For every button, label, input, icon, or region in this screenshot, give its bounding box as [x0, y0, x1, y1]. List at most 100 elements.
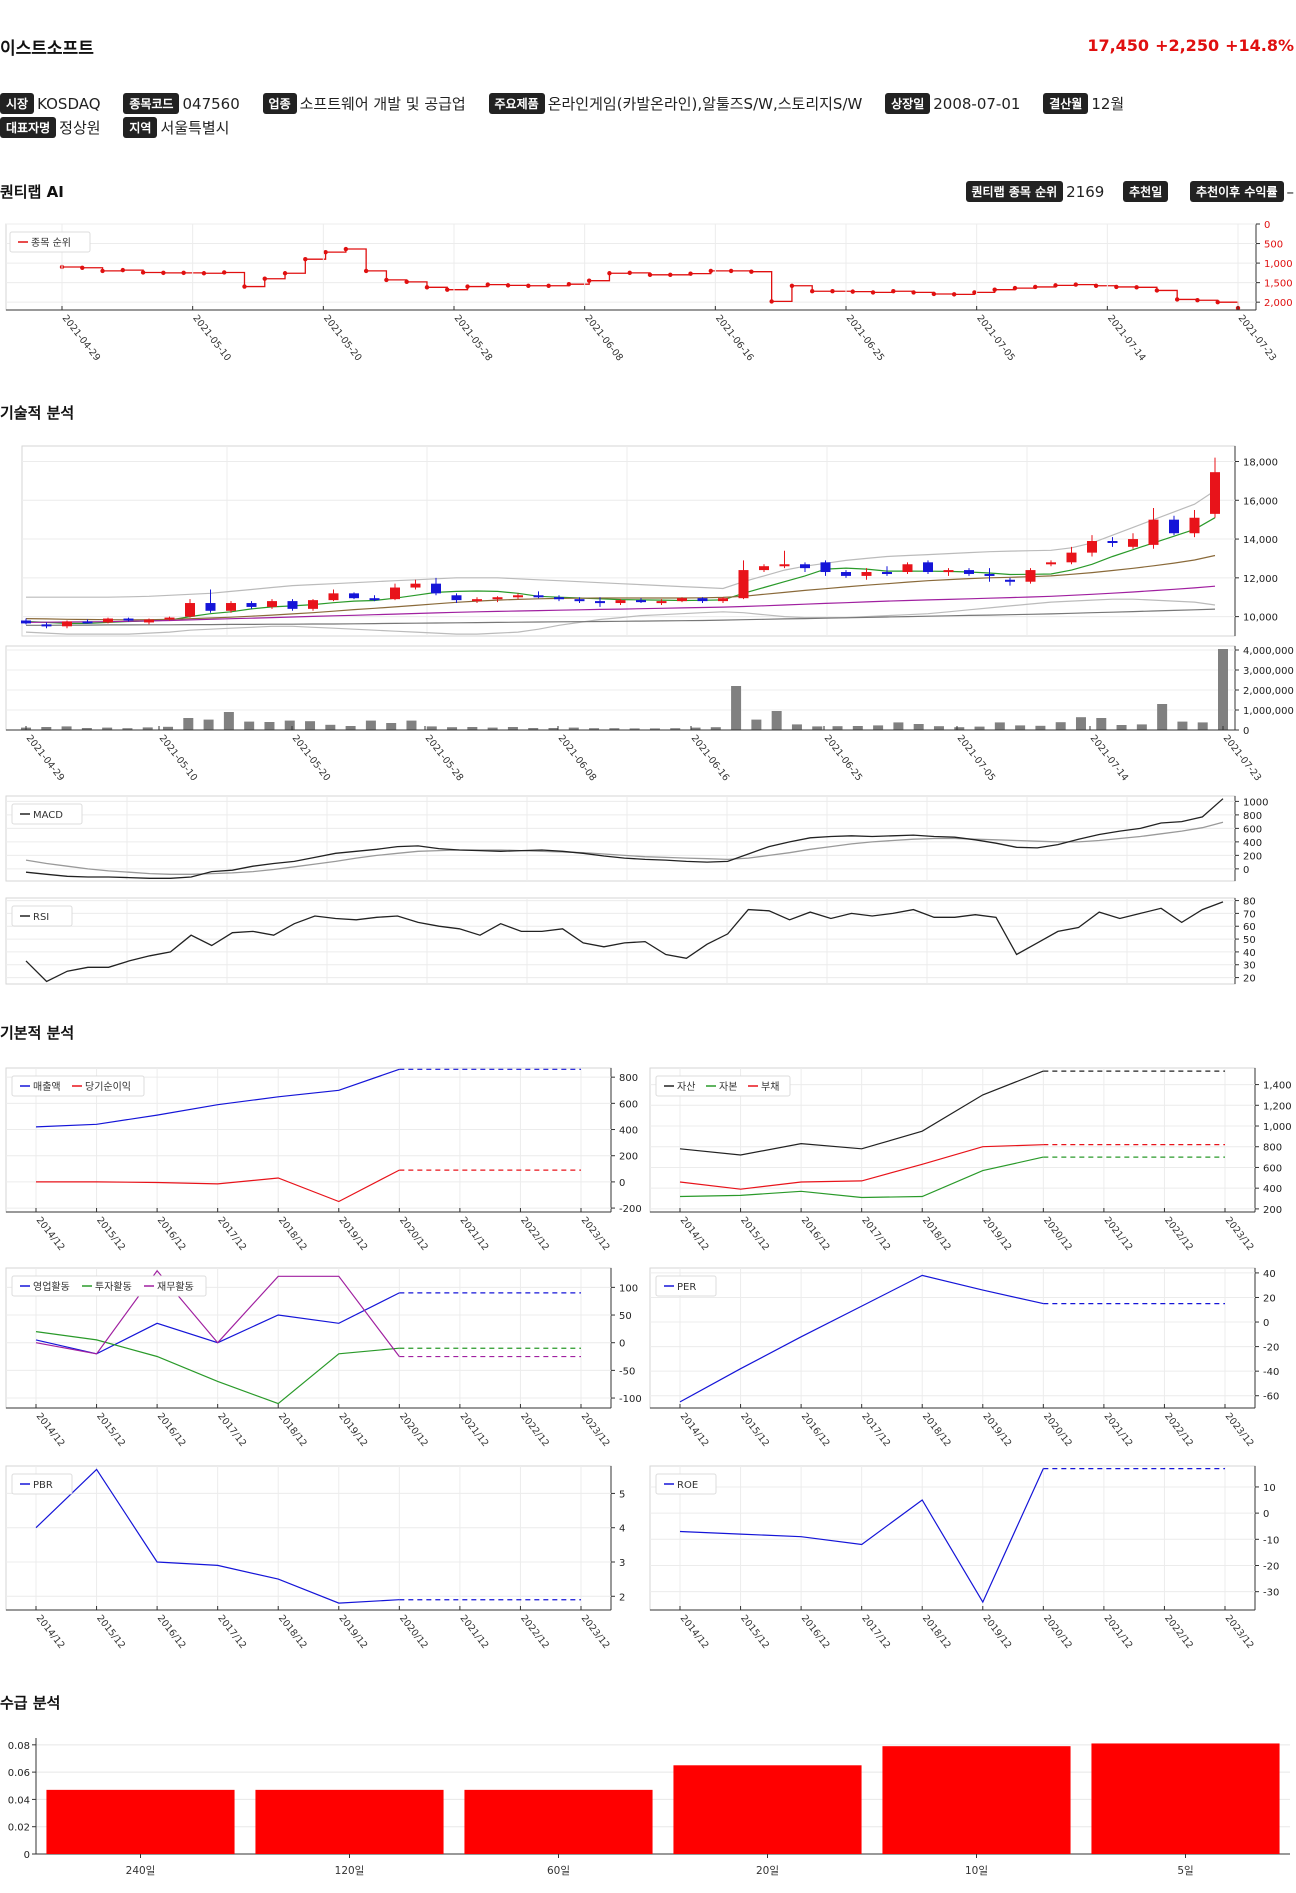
macd-signal-line	[25, 821, 1224, 875]
volume-bar	[426, 726, 437, 730]
candle-body	[779, 564, 790, 567]
rsi-ytick-label: 30	[1243, 961, 1256, 972]
fund_sales-xtick-label: 2022/12	[518, 1215, 551, 1253]
rank-point	[100, 268, 105, 274]
volume-bar	[568, 727, 579, 730]
volume-bar	[406, 720, 417, 730]
fund_assets-xtick-label: 2023/12	[1223, 1215, 1256, 1253]
rank-xtick-label: 2021-07-14	[1105, 313, 1148, 363]
rank-xtick-label: 2021-06-08	[582, 313, 625, 363]
rsi-ytick-label: 50	[1243, 935, 1256, 946]
industry-badge: 업종	[262, 93, 297, 114]
rank-xtick-label: 2021-06-25	[844, 313, 887, 363]
fund_pbr-xtick-label: 2015/12	[94, 1613, 127, 1651]
section-supply-title: 수급 분석	[0, 1694, 61, 1712]
candle-body	[533, 595, 544, 598]
fund_cash-xtick-label: 2018/12	[276, 1411, 309, 1449]
fund_assets-series-line	[679, 1144, 1044, 1190]
rank-point	[323, 249, 328, 255]
rank-point	[749, 269, 754, 274]
fund_roe-legend-label: ROE	[677, 1480, 698, 1491]
fund_cash-legend	[11, 1275, 207, 1297]
rank-point	[1174, 297, 1180, 302]
rank-point	[870, 290, 876, 295]
candle-body	[21, 620, 31, 624]
rank-point	[303, 256, 308, 262]
volume-bar	[873, 725, 884, 730]
supply-xtick-label: 5일	[1177, 1864, 1193, 1877]
region-badge: 지역	[123, 117, 158, 138]
rank-point	[485, 282, 490, 287]
fiscal-value: 12월	[1091, 95, 1125, 113]
fund_roe-ytick-label: 0	[1263, 1509, 1269, 1520]
fund_roe-xtick-label: 2014/12	[678, 1613, 711, 1651]
volume-plot-area	[5, 645, 1236, 731]
supply-bar	[255, 1789, 444, 1854]
fund_assets-xtick-label: 2016/12	[799, 1215, 832, 1253]
rank-point	[850, 289, 855, 294]
rank-point	[526, 283, 531, 288]
macd-ytick-label: 600	[1243, 824, 1262, 835]
ma120-line	[26, 608, 1216, 626]
rank-point	[161, 270, 166, 276]
fund_cash-series-line	[35, 1269, 400, 1357]
candle-body	[1005, 579, 1015, 582]
fund_per-xtick-label: 2014/12	[678, 1411, 711, 1449]
supply-bar	[882, 1746, 1071, 1854]
rank-point	[992, 287, 997, 292]
price-block: 17,450 +2,250 +14.8%	[1081, 36, 1294, 55]
products-badge: 주요제품	[488, 93, 545, 114]
candle-body	[1210, 472, 1220, 514]
candle-body	[1046, 562, 1056, 565]
rank-point	[343, 246, 349, 252]
fund_cash-xtick-label: 2014/12	[34, 1411, 67, 1449]
candle-body	[656, 601, 667, 604]
supply-xtick-label: 240일	[126, 1864, 156, 1877]
quant-summary: 퀀티랩 종목 순위 2169 추천일 추천이후 수익률 –	[965, 181, 1294, 202]
volume-bar	[1015, 725, 1026, 730]
rec-return-badge: 추천이후 수익률	[1190, 181, 1284, 202]
candle-body	[718, 598, 728, 602]
fund_pbr-legend-label: PBR	[33, 1480, 53, 1491]
candle-body	[492, 597, 503, 600]
volume-xtick-label: 2021-07-14	[1088, 733, 1131, 783]
candle-body	[677, 598, 687, 602]
fund_sales-chart: -200 0 200 400 600 800 2014/12 2015/12 2016/12 20…	[5, 1067, 642, 1253]
volume-bar	[163, 726, 174, 730]
fund_roe-xtick-label: 2016/12	[799, 1613, 832, 1651]
section-tech-title: 기술적 분석	[0, 404, 75, 422]
rank-ytick-label: 500	[1264, 240, 1283, 251]
rank-point	[505, 283, 511, 288]
macd-legend	[11, 803, 83, 825]
fund_per-ytick-label: -60	[1263, 1392, 1279, 1403]
rec-date-badge: 추천일	[1123, 181, 1169, 202]
rank-xtick-label: 2021-07-23	[1236, 313, 1279, 363]
rank-ytick-label: 2,000	[1264, 298, 1293, 309]
code-badge: 종목코드	[123, 93, 180, 114]
supply-xtick-label: 120일	[335, 1864, 365, 1877]
fund_cash-xtick-label: 2019/12	[336, 1411, 369, 1449]
rank-legend-label: 종목 순위	[31, 236, 71, 249]
candle-body	[841, 572, 851, 576]
fund_per-xtick-label: 2020/12	[1041, 1411, 1074, 1449]
fund_sales-xtick-label: 2023/12	[579, 1215, 612, 1253]
rsi-legend	[11, 905, 73, 927]
candle-body	[451, 595, 462, 601]
candles-plot-area	[21, 445, 1236, 637]
volume-bar	[852, 726, 863, 730]
candle-body	[943, 570, 954, 573]
volume-bar	[548, 728, 559, 730]
volume-bar	[284, 720, 295, 730]
rank-point	[1033, 284, 1038, 290]
volume-bar	[812, 726, 823, 730]
candle-body	[472, 599, 482, 602]
candle-body	[861, 572, 872, 576]
rank-point	[972, 290, 977, 295]
rsi-ytick-label: 60	[1243, 922, 1256, 933]
candles-ytick-label: 16,000	[1243, 496, 1278, 507]
fund_pbr-xtick-label: 2020/12	[397, 1613, 430, 1651]
macd-ytick-label: 0	[1243, 865, 1249, 876]
fund_pbr-ytick-label: 5	[619, 1489, 625, 1500]
fund_assets-chart: 200 400 600 800 1,000 1,200 1,400 2014/12 2015/1…	[649, 1067, 1292, 1253]
ma20-line	[25, 554, 1216, 621]
